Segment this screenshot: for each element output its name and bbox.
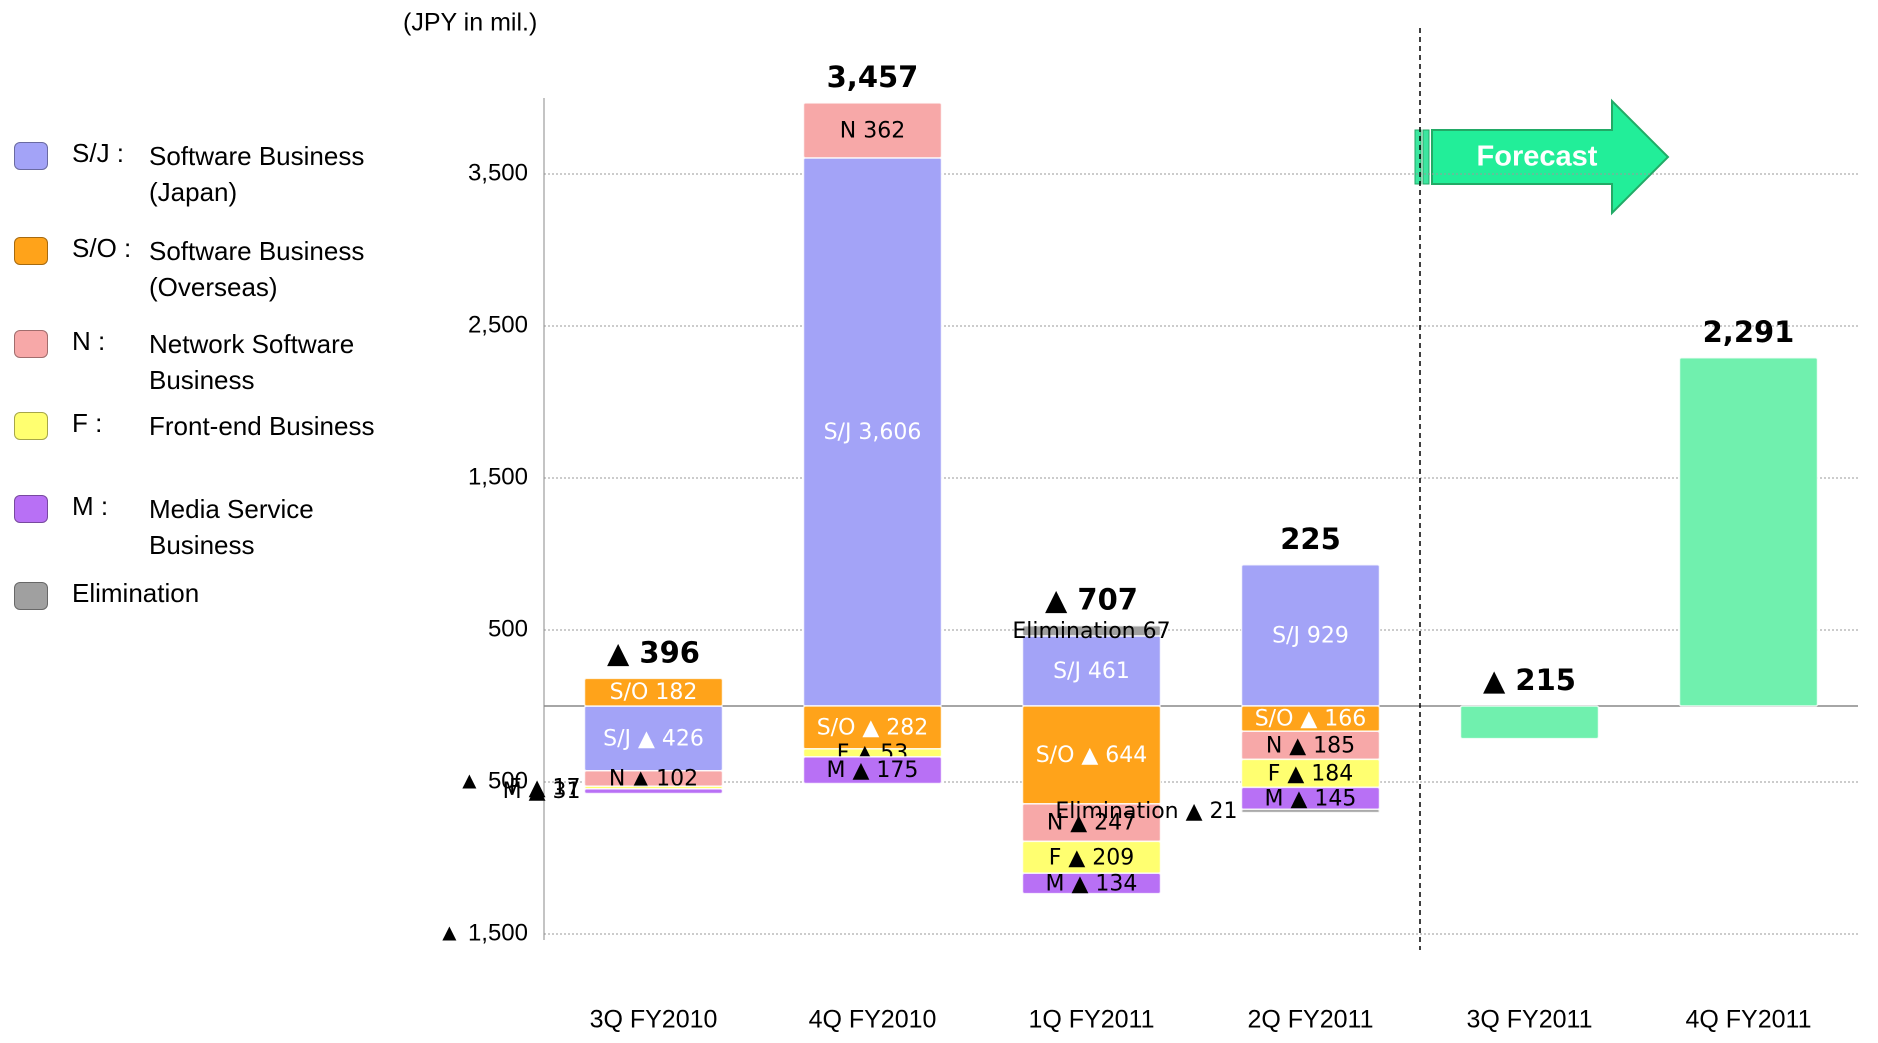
arrow-stripe (1414, 129, 1422, 185)
segment-label: F ▲ 184 (1268, 761, 1354, 786)
total-label: ▲ 396 (607, 635, 700, 669)
segment-label: N ▲ 185 (1266, 733, 1355, 758)
segment-label: N ▲ 247 (1047, 811, 1136, 836)
x-tick-label: 1Q FY2011 (1028, 1006, 1154, 1034)
segment-label: S/O 182 (610, 680, 698, 705)
x-tick-label: 3Q FY2010 (590, 1006, 718, 1034)
y-tick-label: 3,500 (468, 159, 528, 186)
segment-label: M ▲ 145 (1265, 786, 1357, 811)
segment-label: S/J ▲ 426 (603, 726, 704, 751)
bar-segment (802, 756, 943, 785)
legend-name: N : (72, 326, 106, 356)
segment-label: S/O ▲ 282 (817, 715, 929, 740)
segment-label: F ▲ 209 (1049, 845, 1135, 870)
y-tick-label: 1,500 (468, 463, 528, 490)
x-tick-label: 3Q FY2011 (1466, 1006, 1592, 1034)
bar-segment (1459, 705, 1600, 740)
total-label: ▲ 707 (1045, 583, 1138, 617)
legend-description: Software Business (Japan) (149, 141, 365, 207)
segment-label: M ▲ 134 (1046, 871, 1138, 896)
x-tick-label: 4Q FY2011 (1685, 1006, 1811, 1034)
unit-label: (JPY in mil.) (403, 9, 537, 37)
y-tick-label: ▲ 1,500 (438, 919, 528, 946)
segment-label: S/J 461 (1053, 659, 1130, 684)
segment-label: S/J 929 (1272, 623, 1349, 648)
legend-name: F : (72, 408, 103, 438)
total-label: 3,457 (827, 60, 919, 94)
total-label: 2,291 (1703, 315, 1795, 349)
segment-label: M ▲ 175 (827, 758, 919, 783)
arrow (1431, 98, 1670, 216)
legend-swatch (14, 412, 48, 440)
legend-name: S/J : (72, 138, 125, 168)
arrow-stripe (1422, 129, 1430, 185)
forecast-arrow: Forecast (1414, 98, 1670, 216)
segment-label: Elimination ▲ 21 (1055, 799, 1237, 824)
total-label: ▲ 215 (1483, 663, 1576, 697)
segment-label: N 362 (840, 118, 905, 143)
segment-label: S/J 3,606 (824, 420, 922, 445)
x-tick-label: 2Q FY2011 (1247, 1006, 1373, 1034)
bar-segment (1021, 872, 1162, 895)
segment-label: S/O ▲ 166 (1255, 707, 1367, 732)
segment-label: S/O ▲ 644 (1036, 743, 1148, 768)
legend-swatch (14, 142, 48, 170)
legend-swatch (14, 582, 48, 610)
bar-segment (1240, 808, 1381, 814)
bar-segment (583, 677, 724, 707)
bar-segment (1021, 624, 1162, 637)
total-label: 225 (1280, 522, 1341, 556)
bar-segment (583, 788, 724, 795)
legend-name: Elimination (72, 578, 200, 608)
plot-area (544, 173, 1858, 935)
segment-label: F ▲ 17 (509, 776, 581, 801)
y-tick-label: 500 (488, 615, 528, 642)
legend-name: S/O : (72, 233, 132, 263)
segment-label: Elimination 67 (1012, 619, 1170, 644)
arrow-label: Forecast (1477, 141, 1598, 173)
legend-swatch (14, 237, 48, 265)
legend-swatch (14, 330, 48, 358)
y-tick-label: 2,500 (468, 311, 528, 338)
legend-description: Media Service Business (149, 494, 314, 560)
x-tick-label: 4Q FY2010 (809, 1006, 937, 1034)
legend-description: Software Business (Overseas) (149, 236, 365, 302)
y-tick-label: ▲ 500 (458, 767, 528, 794)
legend-swatch (14, 495, 48, 523)
legend-description: Front-end Business (149, 411, 375, 441)
bar-segment (1678, 357, 1819, 707)
bar-segment (802, 102, 943, 159)
legend-description: Network Software Business (149, 329, 355, 395)
segment-label: M ▲ 31 (503, 779, 581, 804)
legend-name: M : (72, 491, 109, 521)
